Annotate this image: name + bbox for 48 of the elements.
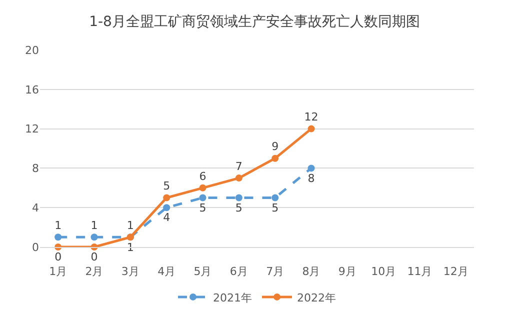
data-label: 5: [163, 180, 170, 193]
y-tick-label: 4: [32, 201, 39, 214]
point: [90, 234, 98, 241]
x-tick-label: 2月: [85, 265, 104, 278]
point: [163, 194, 170, 202]
data-label: 1: [90, 219, 98, 232]
x-tick-label: 3月: [121, 265, 140, 278]
data-label: 12: [304, 110, 318, 124]
x-tick-label: 8月: [302, 265, 320, 278]
x-tick-label: 10月: [371, 265, 396, 278]
point: [235, 174, 242, 182]
point: [272, 154, 279, 162]
data-label: 9: [272, 140, 279, 154]
point: [199, 184, 206, 192]
point: [163, 204, 170, 212]
x-tick-label: 7月: [266, 265, 284, 278]
data-label: 8: [308, 172, 315, 185]
x-tick-label: 12月: [443, 265, 468, 278]
data-label: 1: [54, 219, 62, 232]
point: [199, 194, 206, 202]
y-tick-label: 12: [25, 122, 39, 136]
x-tick-label: 5月: [194, 265, 212, 278]
legend-label: 2022年: [297, 291, 336, 304]
data-label: 4: [163, 211, 170, 224]
y-tick-label: 8: [32, 162, 39, 176]
legend-label: 2021年: [213, 291, 252, 304]
data-label: 5: [235, 201, 242, 214]
x-tick-label: 6月: [230, 265, 248, 278]
data-label: 6: [199, 170, 206, 183]
chart-title: 1-8月全盟工矿商贸领域生产安全事故死亡人数同期图: [89, 14, 420, 30]
data-label: 5: [199, 201, 206, 214]
x-tick-label: 9月: [338, 265, 356, 278]
point: [235, 194, 242, 202]
x-tick-label: 1月: [49, 265, 68, 278]
point: [308, 125, 315, 132]
x-tick-label: 4月: [158, 265, 176, 278]
data-label: 0: [54, 250, 62, 264]
point: [272, 194, 279, 202]
data-label: 0: [90, 250, 98, 264]
data-label: 1: [126, 219, 134, 232]
data-label: 7: [235, 160, 242, 173]
x-tick-label: 11月: [407, 265, 432, 278]
point: [54, 234, 62, 241]
y-tick-label: 16: [25, 83, 39, 96]
y-tick-label: 0: [32, 240, 39, 254]
data-label: 5: [272, 201, 279, 214]
y-tick-label: 20: [25, 44, 39, 57]
point: [308, 164, 315, 172]
